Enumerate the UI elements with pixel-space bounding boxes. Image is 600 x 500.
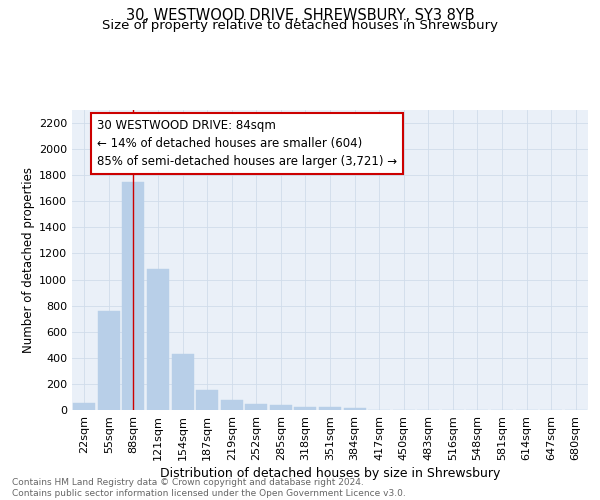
Text: 30, WESTWOOD DRIVE, SHREWSBURY, SY3 8YB: 30, WESTWOOD DRIVE, SHREWSBURY, SY3 8YB — [125, 8, 475, 22]
Bar — [73, 403, 95, 410]
Y-axis label: Number of detached properties: Number of detached properties — [22, 167, 35, 353]
Bar — [98, 311, 120, 410]
Bar — [122, 182, 145, 410]
Bar — [295, 406, 316, 410]
Text: Size of property relative to detached houses in Shrewsbury: Size of property relative to detached ho… — [102, 19, 498, 32]
Text: 30 WESTWOOD DRIVE: 84sqm
← 14% of detached houses are smaller (604)
85% of semi-: 30 WESTWOOD DRIVE: 84sqm ← 14% of detach… — [97, 119, 397, 168]
Bar — [147, 269, 169, 410]
Bar — [344, 408, 365, 410]
Bar — [172, 354, 194, 410]
Text: Contains HM Land Registry data © Crown copyright and database right 2024.
Contai: Contains HM Land Registry data © Crown c… — [12, 478, 406, 498]
X-axis label: Distribution of detached houses by size in Shrewsbury: Distribution of detached houses by size … — [160, 467, 500, 480]
Bar — [221, 400, 243, 410]
Bar — [196, 390, 218, 410]
Bar — [270, 406, 292, 410]
Bar — [319, 408, 341, 410]
Bar — [245, 404, 268, 410]
